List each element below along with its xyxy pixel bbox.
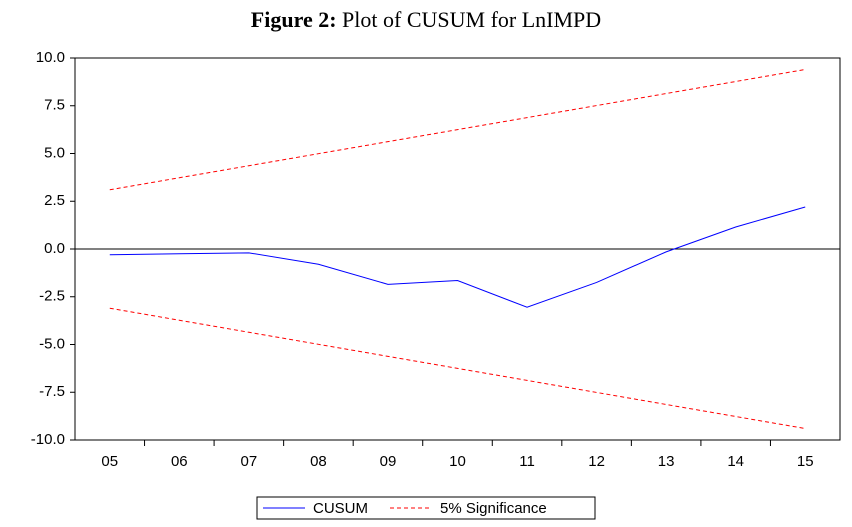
y-tick-label: 0.0 xyxy=(44,240,65,257)
x-tick-label: 08 xyxy=(310,453,327,470)
x-tick-label: 09 xyxy=(380,453,397,470)
title-text: Plot of CUSUM for LnIMPD xyxy=(342,7,601,32)
y-tick-label: -2.5 xyxy=(39,288,65,305)
y-tick-label: 5.0 xyxy=(44,144,65,161)
x-tick-label: 14 xyxy=(727,453,744,470)
series-line xyxy=(109,206,806,308)
title-label: Figure 2: xyxy=(251,7,337,32)
y-tick-label: -5.0 xyxy=(39,335,65,352)
legend-label: 5% Significance xyxy=(440,500,547,517)
x-tick-label: 06 xyxy=(171,453,188,470)
y-tick-label: 10.0 xyxy=(36,49,65,66)
x-tick-label: 07 xyxy=(241,453,258,470)
x-tick-label: 11 xyxy=(519,453,535,470)
chart-title: Figure 2: Plot of CUSUM for LnIMPD xyxy=(251,7,601,32)
y-tick-label: -7.5 xyxy=(39,383,65,400)
y-tick-label: 2.5 xyxy=(44,192,65,209)
x-tick-label: 12 xyxy=(588,453,605,470)
x-tick-label: 10 xyxy=(449,453,466,470)
x-tick-label: 13 xyxy=(658,453,675,470)
x-tick-label: 15 xyxy=(797,453,814,470)
y-tick-label: -10.0 xyxy=(31,431,65,448)
legend-label: CUSUM xyxy=(313,500,368,517)
y-tick-label: 7.5 xyxy=(44,97,65,114)
x-tick-label: 05 xyxy=(101,453,118,470)
series-line xyxy=(109,68,806,191)
series-line xyxy=(109,307,806,430)
